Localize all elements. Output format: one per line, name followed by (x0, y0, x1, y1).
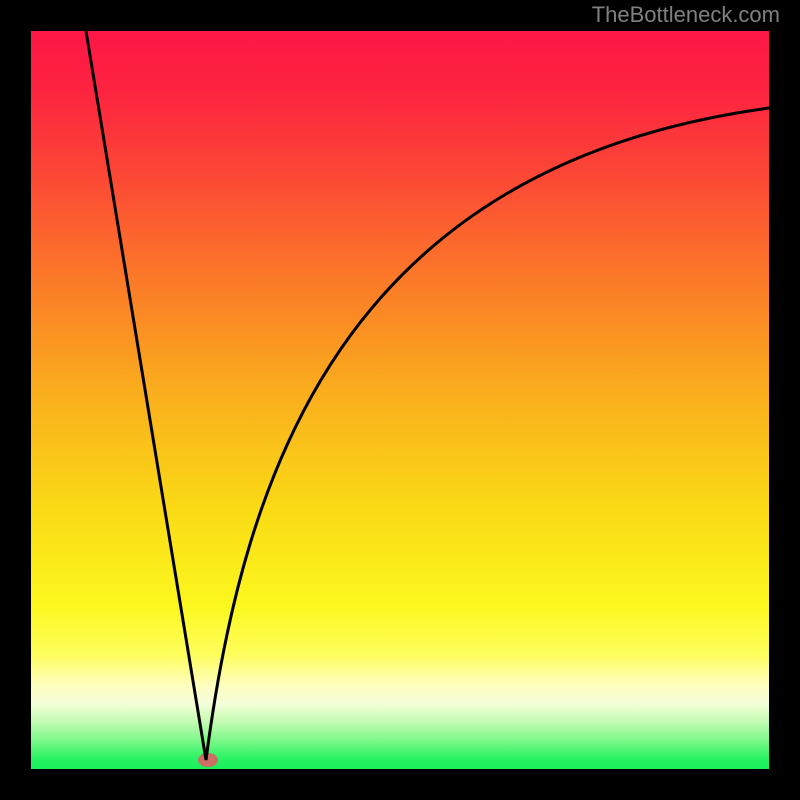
chart-svg (31, 31, 769, 769)
chart-container: TheBottleneck.com (0, 0, 800, 800)
gradient-background (31, 31, 769, 769)
watermark-text: TheBottleneck.com (592, 2, 780, 28)
plot-area (31, 31, 769, 769)
